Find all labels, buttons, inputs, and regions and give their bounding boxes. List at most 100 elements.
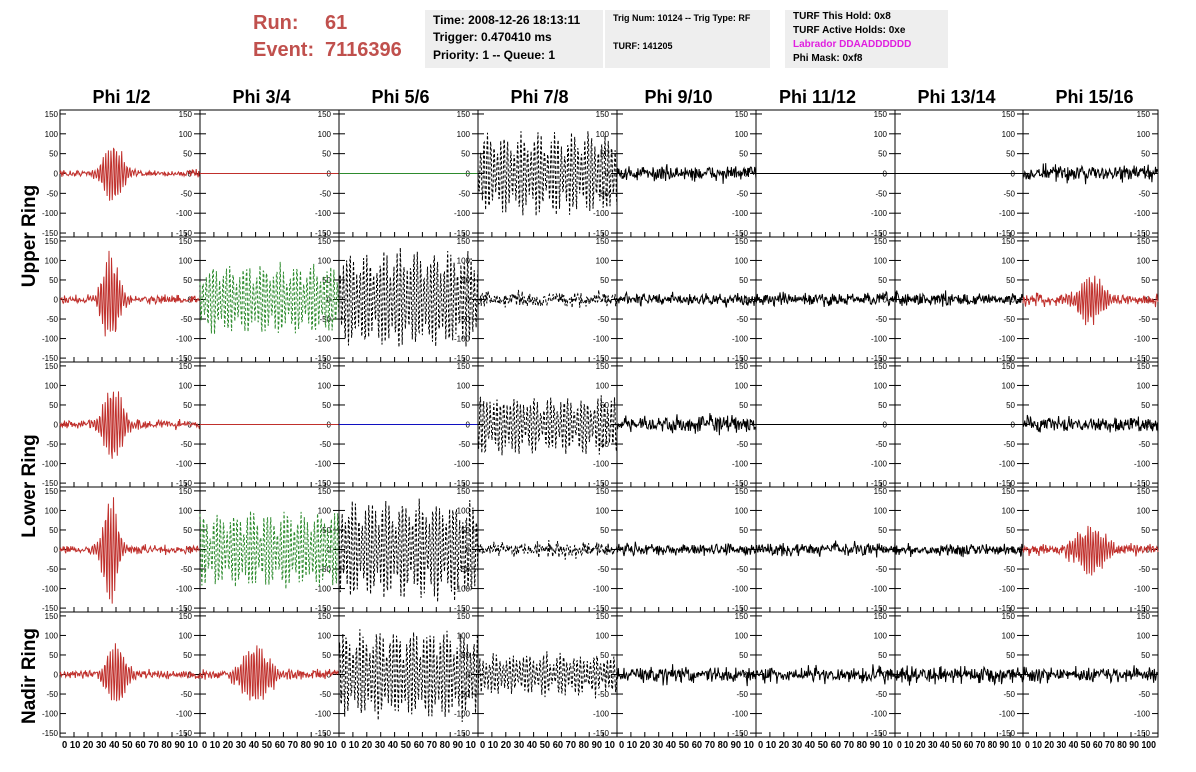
channel-panel-r2-c4: 150 100 50 0 -50 -100 -150 — [477, 236, 618, 363]
y-tick-label-outer: -100 — [42, 209, 59, 218]
y-tick-label: -150 — [593, 604, 610, 613]
y-tick-label: 150 — [179, 110, 193, 119]
y-tick-label: -150 — [1134, 729, 1151, 738]
y-tick-label: 50 — [739, 526, 748, 535]
y-tick-label: -150 — [454, 729, 471, 738]
channel-panel-r1-c8: 150 100 50 0 -50 -100 -150 — [1022, 109, 1159, 238]
y-tick-label-outer: 150 — [45, 237, 59, 246]
labrador-text: Labrador DDAADDDDDD — [793, 39, 912, 50]
y-tick-label: -100 — [454, 209, 471, 218]
waveform-trace — [1022, 275, 1159, 326]
y-tick-label: -50 — [1003, 189, 1015, 198]
y-tick-label: -150 — [732, 604, 749, 613]
y-tick-label: -100 — [1134, 585, 1151, 594]
y-tick-label: 150 — [1002, 237, 1016, 246]
y-tick-label: 50 — [878, 276, 887, 285]
y-tick-label: 150 — [1137, 362, 1151, 371]
waveform-trace — [199, 645, 340, 701]
y-tick-label-outer: 50 — [49, 526, 58, 535]
y-tick-label: -100 — [315, 710, 332, 719]
y-tick-label: -150 — [176, 604, 193, 613]
channel-panel-r4-c8: 150 100 50 0 -50 -100 -150 — [1022, 486, 1159, 613]
y-tick-label: 150 — [735, 110, 749, 119]
y-tick-label: 50 — [322, 401, 331, 410]
turf-info-panel: TURF This Hold: 0x8 TURF Active Holds: 0… — [785, 10, 948, 68]
panel-frame — [477, 236, 618, 363]
y-tick-label: -150 — [593, 229, 610, 238]
y-tick-label: 150 — [457, 487, 471, 496]
y-tick-label: 0 — [605, 671, 610, 680]
y-tick-label: -50 — [736, 690, 748, 699]
waveform-trace — [755, 664, 896, 685]
y-tick-label: -50 — [458, 315, 470, 324]
y-tick-label: -100 — [176, 710, 193, 719]
y-tick-label-outer: 0 — [54, 546, 59, 555]
y-tick-label: 100 — [735, 381, 749, 390]
phi-header-9-10: Phi 9/10 — [644, 87, 713, 107]
y-tick-label: 100 — [596, 506, 610, 515]
y-tick-label: -50 — [1138, 189, 1150, 198]
y-tick-label: -100 — [1134, 335, 1151, 344]
y-tick-label-outer: 100 — [45, 381, 59, 390]
y-tick-label: -50 — [1138, 565, 1150, 574]
y-tick-label: 150 — [596, 487, 610, 496]
y-tick-label: 100 — [1002, 506, 1016, 515]
y-tick-label: 150 — [596, 237, 610, 246]
y-tick-label: -50 — [458, 189, 470, 198]
waveform-trace — [616, 413, 757, 436]
y-tick-label: 150 — [318, 612, 332, 621]
y-tick-label: -100 — [315, 209, 332, 218]
y-tick-label: -150 — [176, 229, 193, 238]
y-tick-label: 50 — [1141, 150, 1150, 159]
y-tick-label: 100 — [318, 381, 332, 390]
y-tick-label: 50 — [183, 401, 192, 410]
y-tick-label: -50 — [1003, 315, 1015, 324]
waveform-trace — [59, 391, 201, 459]
y-tick-label: 100 — [179, 130, 193, 139]
y-tick-label: 0 — [466, 546, 471, 555]
waveform-trace — [1022, 665, 1159, 685]
y-tick-label: 150 — [318, 362, 332, 371]
y-tick-label: -150 — [732, 229, 749, 238]
waveform-trace — [59, 497, 201, 604]
y-tick-label-outer: -50 — [46, 690, 58, 699]
y-tick-label: -100 — [315, 585, 332, 594]
phi-header-3-4: Phi 3/4 — [232, 87, 291, 107]
y-tick-label: -50 — [180, 565, 192, 574]
y-tick-label: 50 — [1006, 526, 1015, 535]
y-tick-label: 150 — [1137, 487, 1151, 496]
y-tick-label: -150 — [454, 354, 471, 363]
y-tick-label: -50 — [319, 690, 331, 699]
y-tick-label: -150 — [176, 354, 193, 363]
x-tick-labels-col-6: 0 10 20 30 40 50 60 70 80 90 10 — [758, 740, 893, 751]
waveform-trace — [59, 147, 201, 201]
phi-header-13-14: Phi 13/14 — [917, 87, 996, 107]
y-tick-label: -100 — [871, 209, 888, 218]
y-tick-label: -100 — [1134, 460, 1151, 469]
y-tick-label-outer: 100 — [45, 256, 59, 265]
y-tick-label: 150 — [1137, 110, 1151, 119]
phi-header-1-2: Phi 1/2 — [92, 87, 151, 107]
y-tick-label: 50 — [600, 651, 609, 660]
y-tick-label: 50 — [600, 526, 609, 535]
y-tick-label: -150 — [1134, 479, 1151, 488]
y-tick-label-outer: 50 — [49, 150, 58, 159]
y-tick-label: -50 — [458, 565, 470, 574]
y-tick-label: -50 — [875, 189, 887, 198]
y-tick-label: 150 — [1002, 487, 1016, 496]
waveform-trace — [1022, 163, 1159, 185]
turf-text: TURF: 141205 — [613, 41, 673, 51]
y-tick-label: 150 — [457, 237, 471, 246]
y-tick-label: -50 — [319, 189, 331, 198]
y-tick-label: 0 — [605, 421, 610, 430]
y-tick-label: 100 — [735, 256, 749, 265]
y-tick-label: -100 — [176, 585, 193, 594]
y-tick-label: -50 — [736, 565, 748, 574]
y-tick-label: -150 — [999, 354, 1016, 363]
